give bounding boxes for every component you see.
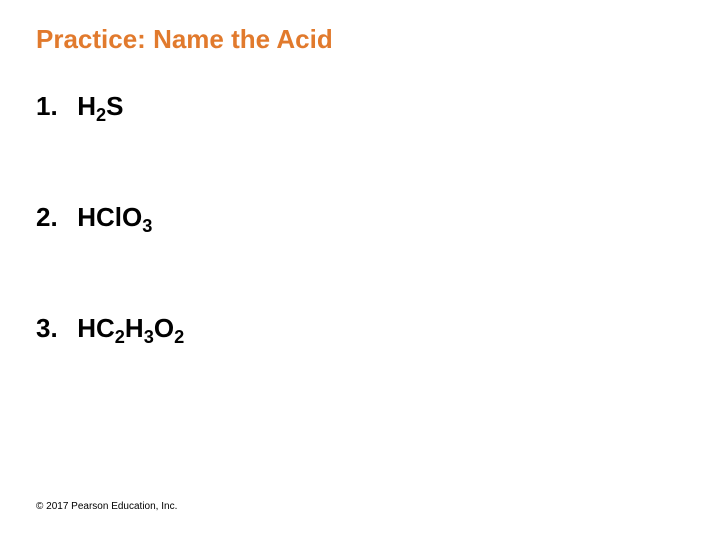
list-item: 1. H2S	[36, 91, 684, 122]
copyright-text: © 2017 Pearson Education, Inc.	[36, 501, 177, 512]
item-list: 1. H2S 2. HClO3 3. HC2H3O2	[36, 91, 684, 344]
item-formula: H2S	[77, 91, 123, 121]
list-item: 3. HC2H3O2	[36, 313, 684, 344]
slide: Practice: Name the Acid 1. H2S 2. HClO3 …	[0, 0, 720, 540]
item-number: 3.	[36, 313, 70, 344]
list-item: 2. HClO3	[36, 202, 684, 233]
item-formula: HC2H3O2	[77, 313, 184, 343]
page-title: Practice: Name the Acid	[36, 24, 684, 55]
item-formula: HClO3	[77, 202, 152, 232]
item-number: 2.	[36, 202, 70, 233]
item-number: 1.	[36, 91, 70, 122]
